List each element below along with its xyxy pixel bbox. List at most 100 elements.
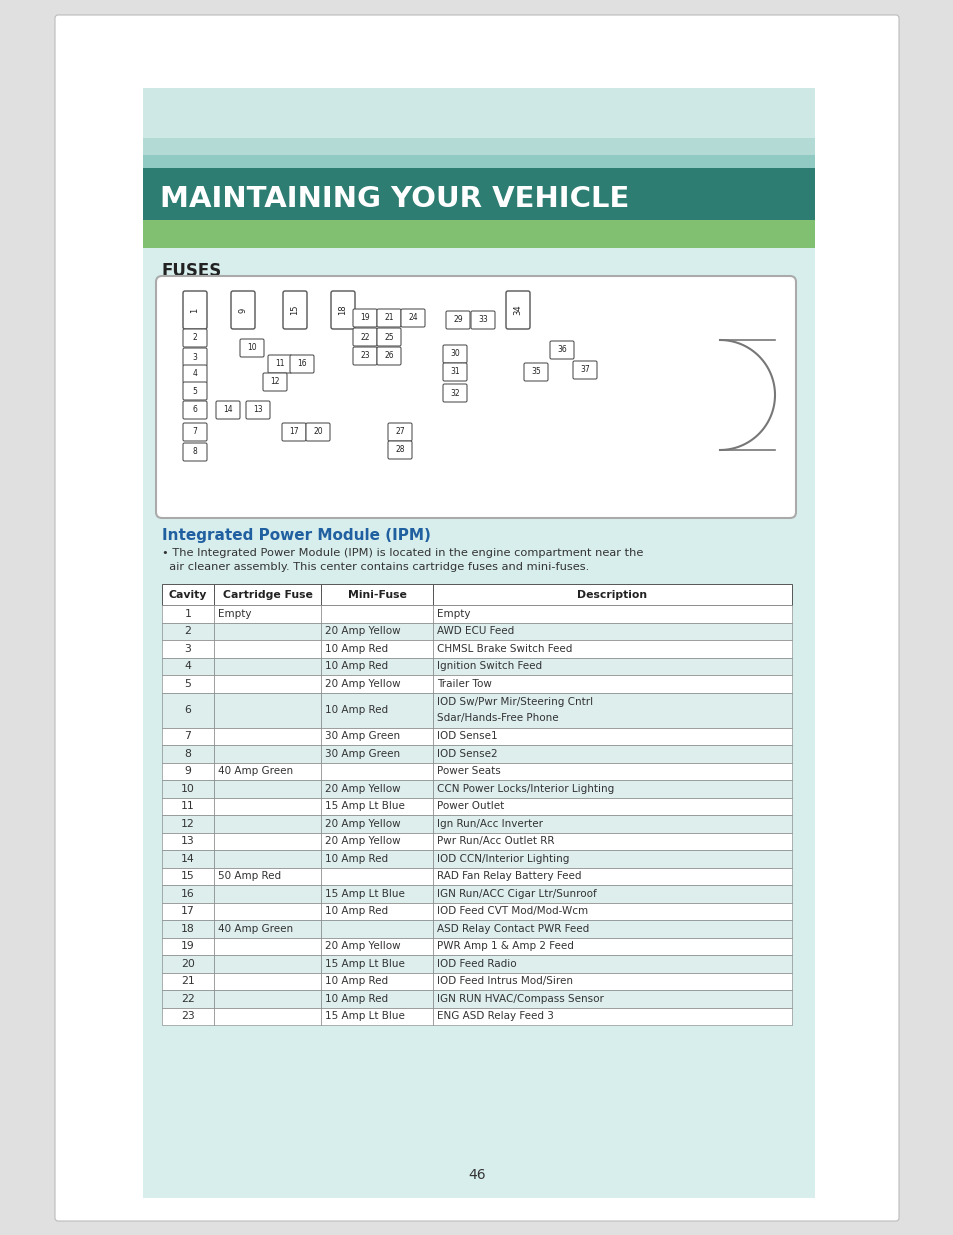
Text: 15 Amp Lt Blue: 15 Amp Lt Blue — [325, 1011, 404, 1021]
Bar — [320, 605, 433, 622]
Bar — [162, 972, 213, 990]
Text: 17: 17 — [181, 906, 194, 916]
FancyBboxPatch shape — [523, 363, 547, 382]
Text: 14: 14 — [223, 405, 233, 415]
Bar — [162, 867, 213, 885]
Bar — [433, 798, 791, 815]
Bar — [213, 727, 320, 745]
FancyBboxPatch shape — [231, 291, 254, 329]
Bar — [213, 676, 320, 693]
Bar — [143, 156, 814, 195]
Bar — [213, 955, 320, 972]
Bar — [213, 657, 320, 676]
Bar — [320, 640, 433, 657]
Bar — [162, 781, 213, 798]
FancyBboxPatch shape — [263, 373, 287, 391]
Text: 4: 4 — [184, 661, 192, 672]
Text: 21: 21 — [181, 976, 194, 987]
Text: 20 Amp Yellow: 20 Amp Yellow — [325, 626, 400, 636]
FancyBboxPatch shape — [156, 275, 795, 517]
FancyBboxPatch shape — [183, 443, 207, 461]
Bar — [213, 972, 320, 990]
Text: 9: 9 — [184, 766, 192, 777]
Text: 15 Amp Lt Blue: 15 Amp Lt Blue — [325, 889, 404, 899]
Text: 23: 23 — [181, 1011, 194, 1021]
Text: 22: 22 — [360, 332, 370, 342]
Text: 36: 36 — [557, 346, 566, 354]
FancyBboxPatch shape — [183, 329, 207, 347]
Text: 31: 31 — [450, 368, 459, 377]
FancyBboxPatch shape — [246, 401, 270, 419]
Bar — [213, 832, 320, 850]
FancyBboxPatch shape — [353, 309, 376, 327]
Text: 11: 11 — [275, 359, 284, 368]
Bar — [162, 798, 213, 815]
Text: 29: 29 — [453, 315, 462, 325]
Text: CCN Power Locks/Interior Lighting: CCN Power Locks/Interior Lighting — [436, 784, 614, 794]
Text: 10 Amp Red: 10 Amp Red — [325, 705, 388, 715]
Text: 50 Amp Red: 50 Amp Red — [218, 871, 281, 882]
Text: 16: 16 — [297, 359, 307, 368]
Bar — [162, 1008, 213, 1025]
Text: 27: 27 — [395, 427, 404, 436]
Text: 10: 10 — [181, 784, 194, 794]
Bar — [213, 762, 320, 781]
Bar — [143, 220, 814, 248]
Bar — [433, 657, 791, 676]
Text: IOD Sw/Pwr Mir/Steering Cntrl: IOD Sw/Pwr Mir/Steering Cntrl — [436, 698, 593, 708]
Text: 40 Amp Green: 40 Amp Green — [218, 766, 293, 777]
Bar — [143, 88, 814, 1198]
Text: RAD Fan Relay Battery Feed: RAD Fan Relay Battery Feed — [436, 871, 581, 882]
Bar — [162, 745, 213, 762]
FancyBboxPatch shape — [442, 384, 467, 403]
Text: ASD Relay Contact PWR Feed: ASD Relay Contact PWR Feed — [436, 924, 589, 934]
Text: 21: 21 — [384, 314, 394, 322]
FancyBboxPatch shape — [353, 329, 376, 346]
FancyBboxPatch shape — [573, 361, 597, 379]
FancyBboxPatch shape — [306, 424, 330, 441]
Text: 40 Amp Green: 40 Amp Green — [218, 924, 293, 934]
Text: 23: 23 — [360, 352, 370, 361]
Text: Cartridge Fuse: Cartridge Fuse — [222, 589, 313, 599]
Text: 30 Amp Green: 30 Amp Green — [325, 731, 399, 741]
Text: 7: 7 — [193, 427, 197, 436]
Bar — [320, 584, 433, 605]
Bar — [320, 885, 433, 903]
Text: 20: 20 — [313, 427, 322, 436]
Text: 25: 25 — [384, 332, 394, 342]
Text: 28: 28 — [395, 446, 404, 454]
Text: 3: 3 — [184, 643, 192, 653]
Bar — [320, 955, 433, 972]
Text: 10 Amp Red: 10 Amp Red — [325, 994, 388, 1004]
Bar — [433, 972, 791, 990]
Text: 20 Amp Yellow: 20 Amp Yellow — [325, 679, 400, 689]
Bar — [213, 867, 320, 885]
Text: Cavity: Cavity — [169, 589, 207, 599]
Bar — [162, 937, 213, 955]
Bar — [213, 781, 320, 798]
Bar — [433, 622, 791, 640]
Text: Sdar/Hands-Free Phone: Sdar/Hands-Free Phone — [436, 713, 558, 722]
Text: IOD CCN/Interior Lighting: IOD CCN/Interior Lighting — [436, 853, 569, 863]
FancyBboxPatch shape — [183, 401, 207, 419]
Text: 18: 18 — [181, 924, 194, 934]
Text: 15: 15 — [181, 871, 194, 882]
Text: 20 Amp Yellow: 20 Amp Yellow — [325, 941, 400, 951]
Bar — [213, 937, 320, 955]
Text: 2: 2 — [184, 626, 192, 636]
Bar — [162, 693, 213, 727]
Bar — [162, 955, 213, 972]
Bar — [213, 920, 320, 937]
Bar — [320, 867, 433, 885]
Bar — [213, 903, 320, 920]
Text: 46: 46 — [468, 1168, 485, 1182]
Bar — [320, 798, 433, 815]
Text: Power Outlet: Power Outlet — [436, 802, 504, 811]
Bar — [320, 1008, 433, 1025]
Bar — [213, 798, 320, 815]
Text: 10: 10 — [247, 343, 256, 352]
Bar — [162, 640, 213, 657]
Text: 10 Amp Red: 10 Amp Red — [325, 643, 388, 653]
FancyBboxPatch shape — [505, 291, 530, 329]
Text: 8: 8 — [193, 447, 197, 457]
